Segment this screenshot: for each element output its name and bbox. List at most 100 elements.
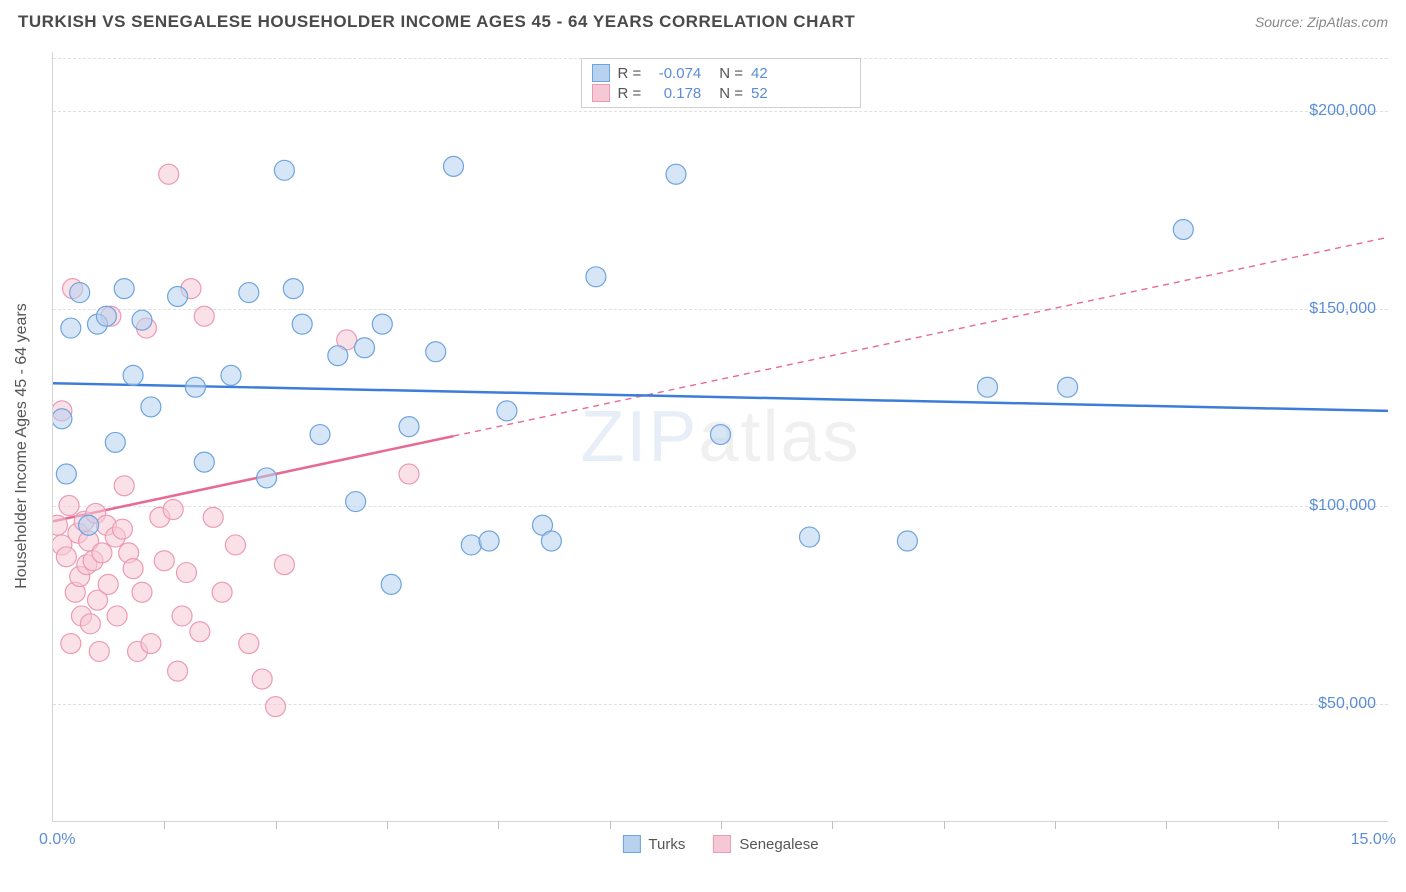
r-label: R = (618, 65, 642, 82)
senegalese-point (159, 164, 179, 184)
x-axis-min-label: 0.0% (39, 831, 75, 849)
r-label: R = (618, 85, 642, 102)
senegalese-point (53, 515, 67, 535)
swatch-turks-b (622, 835, 640, 853)
senegalese-point (399, 464, 419, 484)
x-tick (1278, 821, 1279, 829)
turks-point (897, 531, 917, 551)
turks-point (132, 310, 152, 330)
turks-point (141, 397, 161, 417)
turks-point (56, 464, 76, 484)
n-value-turks: 42 (751, 65, 768, 82)
turks-point (70, 283, 90, 303)
legend-item-turks: Turks (622, 835, 685, 853)
turks-point (310, 425, 330, 445)
turks-point (194, 452, 214, 472)
turks-point (666, 164, 686, 184)
swatch-senegalese (592, 84, 610, 102)
source-label: Source: ZipAtlas.com (1255, 14, 1388, 30)
senegalese-point (239, 634, 259, 654)
turks-point (800, 527, 820, 547)
turks-point (61, 318, 81, 338)
legend-row-turks: R = -0.074 N = 42 (592, 63, 850, 83)
n-value-senegalese: 52 (751, 85, 768, 102)
senegalese-point (61, 634, 81, 654)
x-tick (276, 821, 277, 829)
turks-point (479, 531, 499, 551)
correlation-legend: R = -0.074 N = 42 R = 0.178 N = 52 (581, 58, 861, 108)
x-tick (498, 821, 499, 829)
senegalese-point (266, 697, 286, 717)
turks-point (114, 279, 134, 299)
n-label: N = (719, 85, 743, 102)
senegalese-point (114, 476, 134, 496)
x-tick (164, 821, 165, 829)
senegalese-point (163, 499, 183, 519)
turks-trend-solid (53, 383, 1388, 411)
legend-item-senegalese: Senegalese (713, 835, 818, 853)
turks-point (283, 279, 303, 299)
turks-point (328, 346, 348, 366)
turks-point (541, 531, 561, 551)
turks-point (355, 338, 375, 358)
turks-point (96, 306, 116, 326)
n-label: N = (719, 65, 743, 82)
senegalese-point (252, 669, 272, 689)
legend-label-senegalese: Senegalese (739, 836, 818, 853)
senegalese-point (194, 306, 214, 326)
senegalese-point (203, 507, 223, 527)
senegalese-point (274, 555, 294, 575)
turks-point (53, 409, 72, 429)
series-legend: Turks Senegalese (622, 835, 818, 853)
senegalese-point (154, 551, 174, 571)
x-tick (610, 821, 611, 829)
x-tick (387, 821, 388, 829)
senegalese-point (107, 606, 127, 626)
turks-point (444, 156, 464, 176)
swatch-turks (592, 64, 610, 82)
r-value-turks: -0.074 (649, 65, 701, 82)
senegalese-point (59, 496, 79, 516)
turks-point (239, 283, 259, 303)
x-tick (944, 821, 945, 829)
swatch-senegalese-b (713, 835, 731, 853)
senegalese-point (212, 582, 232, 602)
turks-point (168, 287, 188, 307)
senegalese-point (112, 519, 132, 539)
turks-point (105, 432, 125, 452)
legend-row-senegalese: R = 0.178 N = 52 (592, 83, 850, 103)
turks-point (123, 365, 143, 385)
turks-point (399, 417, 419, 437)
x-tick (1166, 821, 1167, 829)
senegalese-point (172, 606, 192, 626)
r-value-senegalese: 0.178 (649, 85, 701, 102)
turks-point (221, 365, 241, 385)
chart-title: TURKISH VS SENEGALESE HOUSEHOLDER INCOME… (18, 12, 855, 32)
turks-point (372, 314, 392, 334)
turks-point (292, 314, 312, 334)
x-tick (1055, 821, 1056, 829)
turks-point (257, 468, 277, 488)
y-axis-label: Householder Income Ages 45 - 64 years (13, 303, 31, 589)
turks-point (586, 267, 606, 287)
senegalese-point (190, 622, 210, 642)
turks-point (1173, 219, 1193, 239)
x-axis-max-label: 15.0% (1351, 831, 1396, 849)
turks-point (1058, 377, 1078, 397)
turks-point (711, 425, 731, 445)
turks-point (346, 492, 366, 512)
turks-point (79, 515, 99, 535)
turks-point (274, 160, 294, 180)
senegalese-point (168, 661, 188, 681)
turks-point (978, 377, 998, 397)
senegalese-point (123, 559, 143, 579)
senegalese-point (92, 543, 112, 563)
turks-point (185, 377, 205, 397)
turks-point (461, 535, 481, 555)
plot-area: ZIPatlas R = -0.074 N = 42 R = 0.178 N =… (52, 52, 1388, 822)
senegalese-point (89, 641, 109, 661)
senegalese-point (98, 574, 118, 594)
turks-point (426, 342, 446, 362)
chart-svg (53, 52, 1388, 821)
senegalese-point (56, 547, 76, 567)
